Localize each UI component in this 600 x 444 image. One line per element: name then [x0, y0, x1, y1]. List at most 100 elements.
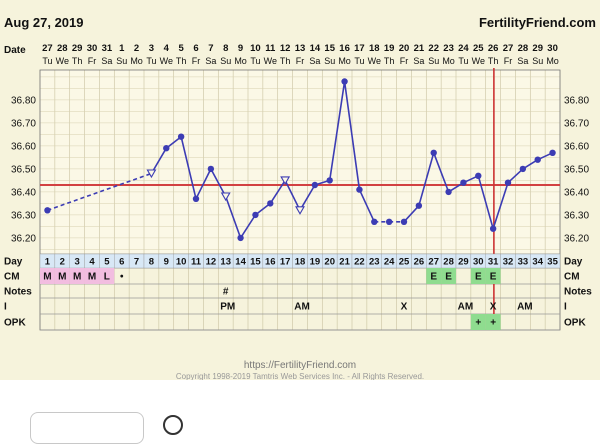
series-segment [328, 81, 346, 181]
cm-value: M [43, 272, 51, 283]
day-number: 1 [45, 257, 51, 268]
data-point [400, 218, 408, 225]
data-point-open [146, 169, 157, 179]
chart-date: Aug 27, 2019 [4, 15, 84, 30]
data-point [237, 234, 244, 242]
weekday-label: Tu [458, 56, 468, 66]
weekday-label: Sa [205, 56, 216, 66]
weekday-label: Fr [400, 56, 409, 66]
data-point-open [295, 206, 305, 215]
data-point [311, 181, 319, 189]
weekday-label: Fr [192, 56, 201, 66]
opk-value: + [475, 318, 481, 329]
weekday-label: Mo [130, 56, 143, 66]
bottom-card[interactable] [30, 412, 144, 444]
day-number: 19 [310, 257, 321, 268]
date-label: 28 [518, 43, 529, 54]
date-row: 27 28 29 30 31 1 2 3 4 5 6 7 8 9 10 11 12 13 14 15 16 17 18 19 2… [42, 43, 559, 66]
intercourse-value: AM [458, 302, 474, 313]
weekday-label: Tu [42, 56, 52, 66]
row-label-day-right: Day [564, 257, 583, 268]
cm-value: M [88, 272, 96, 283]
series-segment [269, 179, 286, 204]
data-point [371, 218, 378, 225]
series-segment [418, 152, 435, 206]
weekday-label: Su [532, 56, 543, 66]
row-label-notes-right: Notes [564, 287, 592, 298]
day-number: 22 [354, 257, 365, 268]
date-label: 16 [339, 43, 350, 54]
day-number: 27 [428, 257, 439, 268]
row-label-opk: OPK [4, 318, 26, 329]
day-number: 24 [384, 257, 395, 268]
date-label: 20 [399, 43, 410, 54]
series-segment [284, 180, 301, 211]
data-point [519, 165, 527, 173]
day-number: 5 [104, 257, 110, 268]
date-label: 9 [238, 43, 243, 54]
date-label: 24 [458, 43, 469, 54]
intercourse-value: X [490, 302, 497, 313]
circle-icon[interactable] [163, 415, 183, 435]
series-segment [239, 214, 257, 239]
cm-value: E [430, 272, 437, 283]
weekday-label: Sa [309, 56, 320, 66]
date-label: 5 [178, 43, 184, 54]
date-label: 27 [503, 43, 514, 54]
y-tick-label-right: 36.40 [564, 187, 589, 198]
cm-value: E [445, 272, 452, 283]
date-label: 2 [134, 43, 139, 54]
y-tick-label: 36.40 [11, 187, 36, 198]
data-point [475, 172, 482, 179]
intercourse-value: AM [517, 302, 533, 313]
row-label-cm-right: CM [564, 272, 580, 283]
data-point [504, 179, 512, 186]
date-label: 13 [295, 43, 306, 54]
date-label: 19 [384, 43, 395, 54]
cm-cell [99, 268, 115, 284]
weekday-label: Su [428, 56, 439, 66]
day-number: 30 [473, 257, 484, 268]
data-point [534, 156, 541, 163]
intercourse-value: PM [220, 302, 235, 313]
day-number: 10 [176, 257, 187, 268]
date-label: 27 [42, 43, 53, 54]
weekday-label: Sa [413, 56, 424, 66]
note-value: # [223, 287, 229, 298]
cm-cell [54, 268, 70, 284]
series-segment [210, 168, 227, 197]
date-label: 22 [428, 43, 439, 54]
cm-cell [485, 268, 501, 284]
data-point [460, 179, 467, 186]
weekday-label: Fr [88, 56, 97, 66]
date-label: 6 [193, 43, 198, 54]
series-segment [432, 152, 450, 193]
day-number: 26 [414, 257, 425, 268]
day-number: 34 [532, 257, 543, 268]
date-label: 15 [324, 43, 335, 54]
date-row-label: Date [4, 45, 26, 56]
data-point-open [280, 176, 291, 186]
series-segment [492, 182, 509, 229]
series-segment [403, 205, 420, 223]
weekday-label: Th [384, 56, 395, 66]
plot-area [40, 70, 560, 254]
date-label: 26 [488, 43, 499, 54]
data-point [44, 207, 51, 214]
cm-value: E [490, 272, 497, 283]
cm-cell [426, 268, 442, 284]
weekday-label: Th [488, 56, 499, 66]
day-number: 21 [339, 257, 350, 268]
weekday-label: We [472, 56, 485, 66]
day-number: 14 [235, 257, 246, 268]
weekday-label: We [160, 56, 173, 66]
data-point [549, 149, 556, 156]
cm-cell [441, 268, 456, 284]
day-number: 28 [443, 257, 454, 268]
day-number: 12 [206, 257, 217, 268]
row-label-day: Day [4, 257, 23, 268]
date-label: 3 [149, 43, 154, 54]
y-tick-label-right: 36.60 [564, 141, 589, 152]
